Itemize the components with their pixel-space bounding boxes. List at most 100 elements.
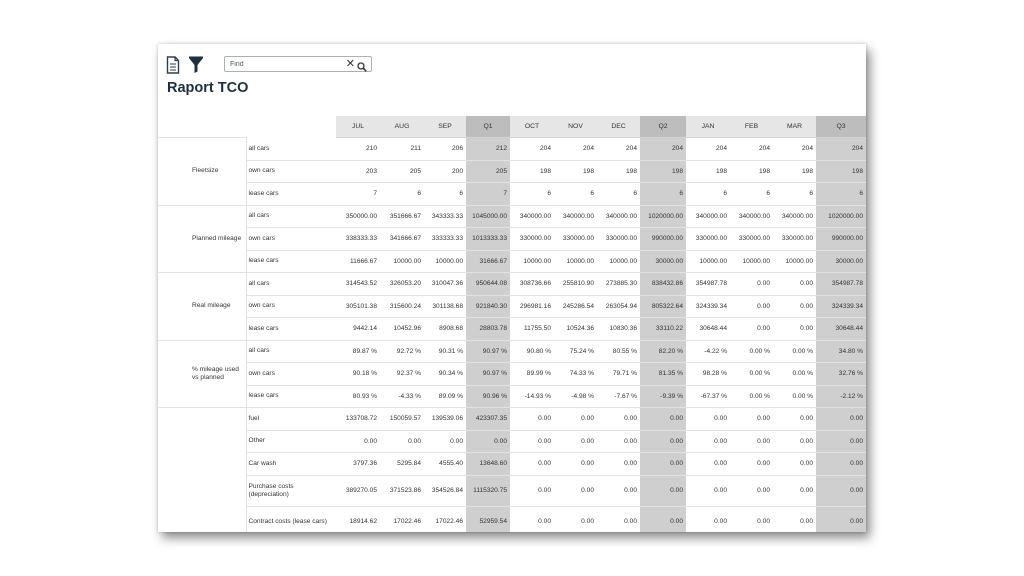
column-header[interactable]: SEP <box>424 116 466 138</box>
table-cell: 8908.68 <box>424 317 466 341</box>
column-header[interactable]: FEB <box>730 116 773 138</box>
table-cell: 301138.68 <box>424 295 466 318</box>
table-row: fuel 133708.72 150059.57 139539.06 423307.35… <box>158 407 866 431</box>
quarter-cell: 90.96 % <box>466 385 510 408</box>
table-cell: 351666.67 <box>380 205 424 228</box>
column-header[interactable]: Q3 <box>816 116 866 138</box>
table-cell: 206 <box>424 137 466 161</box>
table-row: % mileage used vs planned all cars 89.87 %… <box>158 340 866 408</box>
clear-icon[interactable]: ✕ <box>345 58 355 70</box>
column-header[interactable]: OCT <box>510 116 554 138</box>
quarter-cell: 0.00 <box>640 407 686 431</box>
table-cell: 198 <box>554 160 597 183</box>
table-body: Fleetsize all cars 210 211 206 212 204 204 204 20… <box>158 137 866 532</box>
table-row: Car wash 3797.36 5295.84 4555.40 13648.60 0.0… <box>158 452 866 476</box>
table-cell: 6 <box>597 182 640 206</box>
row-label: lease cars <box>245 182 336 206</box>
table-cell: 315600.24 <box>380 295 424 318</box>
table-cell: 296981.16 <box>510 295 554 318</box>
table-cell: 210 <box>336 137 380 161</box>
table-cell: 0.00 <box>730 295 773 318</box>
table-cell: 330000.00 <box>686 227 730 251</box>
column-header[interactable]: NOV <box>554 116 597 138</box>
quarter-cell: 204 <box>640 137 686 161</box>
quarter-cell: 1020000.00 <box>640 205 686 228</box>
table-cell: 198 <box>510 160 554 183</box>
quarter-cell: 33110.22 <box>640 317 686 341</box>
table-cell: 10000.00 <box>380 250 424 273</box>
document-icon[interactable] <box>166 56 182 74</box>
column-header[interactable]: Q2 <box>640 116 686 138</box>
table-row: Fleetsize all cars 210 211 206 212 204 204 204 20… <box>158 137 866 206</box>
table-cell: 204 <box>554 137 597 161</box>
column-header[interactable]: AUG <box>380 116 424 138</box>
quarter-cell: 0.00 <box>640 475 686 507</box>
table-cell: 0.00 <box>554 475 597 507</box>
table-cell: 92.72 % <box>380 340 424 363</box>
table-cell: -4.33 % <box>380 385 424 408</box>
column-header[interactable]: JAN <box>686 116 730 138</box>
table-cell: 0.00 <box>597 475 640 507</box>
filter-icon[interactable] <box>188 56 204 74</box>
table-cell: 10000.00 <box>730 250 773 273</box>
row-label: all cars <box>245 205 336 228</box>
table-cell: 0.00 <box>336 430 380 453</box>
quarter-cell: 205 <box>466 160 510 183</box>
table-row: Other 0.00 0.00 0.00 0.00 0.00 0.00 0.00 0.00 0.0… <box>158 430 866 453</box>
header-blank-group <box>158 116 246 138</box>
quarter-cell: 0.00 <box>816 475 866 507</box>
row-label: lease cars <box>245 385 336 408</box>
row-label: Other <box>245 430 336 453</box>
table-cell: -67.37 % <box>686 385 730 408</box>
table-cell: 203 <box>336 160 380 183</box>
column-header[interactable]: JUL <box>336 116 380 138</box>
table-cell: 204 <box>773 137 816 161</box>
quarter-cell: 990000.00 <box>816 227 866 251</box>
table-cell: 0.00 <box>773 317 816 341</box>
quarter-cell: 1013333.33 <box>466 227 510 251</box>
row-group-label: % mileage used vs planned <box>158 340 246 408</box>
column-header[interactable]: DEC <box>597 116 640 138</box>
table-cell: 0.00 <box>773 452 816 476</box>
quarter-cell: 0.00 <box>640 430 686 453</box>
row-label: all cars <box>245 137 336 161</box>
table-cell: 133708.72 <box>336 407 380 431</box>
quarter-cell: -9.39 % <box>640 385 686 408</box>
table-cell: 75.24 % <box>554 340 597 363</box>
column-header[interactable]: Q1 <box>466 116 510 138</box>
table-cell: 340000.00 <box>597 205 640 228</box>
table-cell: 79.71 % <box>597 362 640 386</box>
table-cell: 0.00 <box>554 430 597 453</box>
table-cell: 0.00 % <box>730 362 773 386</box>
table-cell: 0.00 <box>510 407 554 431</box>
table-cell: -4.98 % <box>554 385 597 408</box>
quarter-cell: 52959.54 <box>466 506 510 532</box>
column-header[interactable]: MAR <box>773 116 816 138</box>
table-cell: 308736.66 <box>510 272 554 296</box>
table-cell: 273885.30 <box>597 272 640 296</box>
table-cell: 17022.46 <box>424 506 466 532</box>
table-row: Purchase costs (depreciation) 389270.05 37… <box>158 475 866 507</box>
table-cell: 0.00 % <box>773 362 816 386</box>
table-cell: 0.00 <box>773 272 816 296</box>
table-cell: 341666.67 <box>380 227 424 251</box>
quarter-cell: 1045000.00 <box>466 205 510 228</box>
search-icon[interactable] <box>357 59 367 72</box>
search-input[interactable] <box>230 57 338 71</box>
table-cell: 204 <box>730 137 773 161</box>
table-cell: 10524.36 <box>554 317 597 341</box>
table-cell: 0.00 <box>510 475 554 507</box>
table-cell: -14.93 % <box>510 385 554 408</box>
table-cell: 340000.00 <box>510 205 554 228</box>
table-cell: 0.00 <box>686 407 730 431</box>
quarter-cell: 990000.00 <box>640 227 686 251</box>
table-cell: 11666.67 <box>336 250 380 273</box>
table-cell: 90.18 % <box>336 362 380 386</box>
table-cell: 198 <box>773 160 816 183</box>
table-cell: 0.00 <box>554 506 597 532</box>
table-cell: 263054.94 <box>597 295 640 318</box>
table-cell: 204 <box>510 137 554 161</box>
table-cell: 10830.36 <box>597 317 640 341</box>
table-cell: 0.00 <box>730 272 773 296</box>
table-cell: 200 <box>424 160 466 183</box>
